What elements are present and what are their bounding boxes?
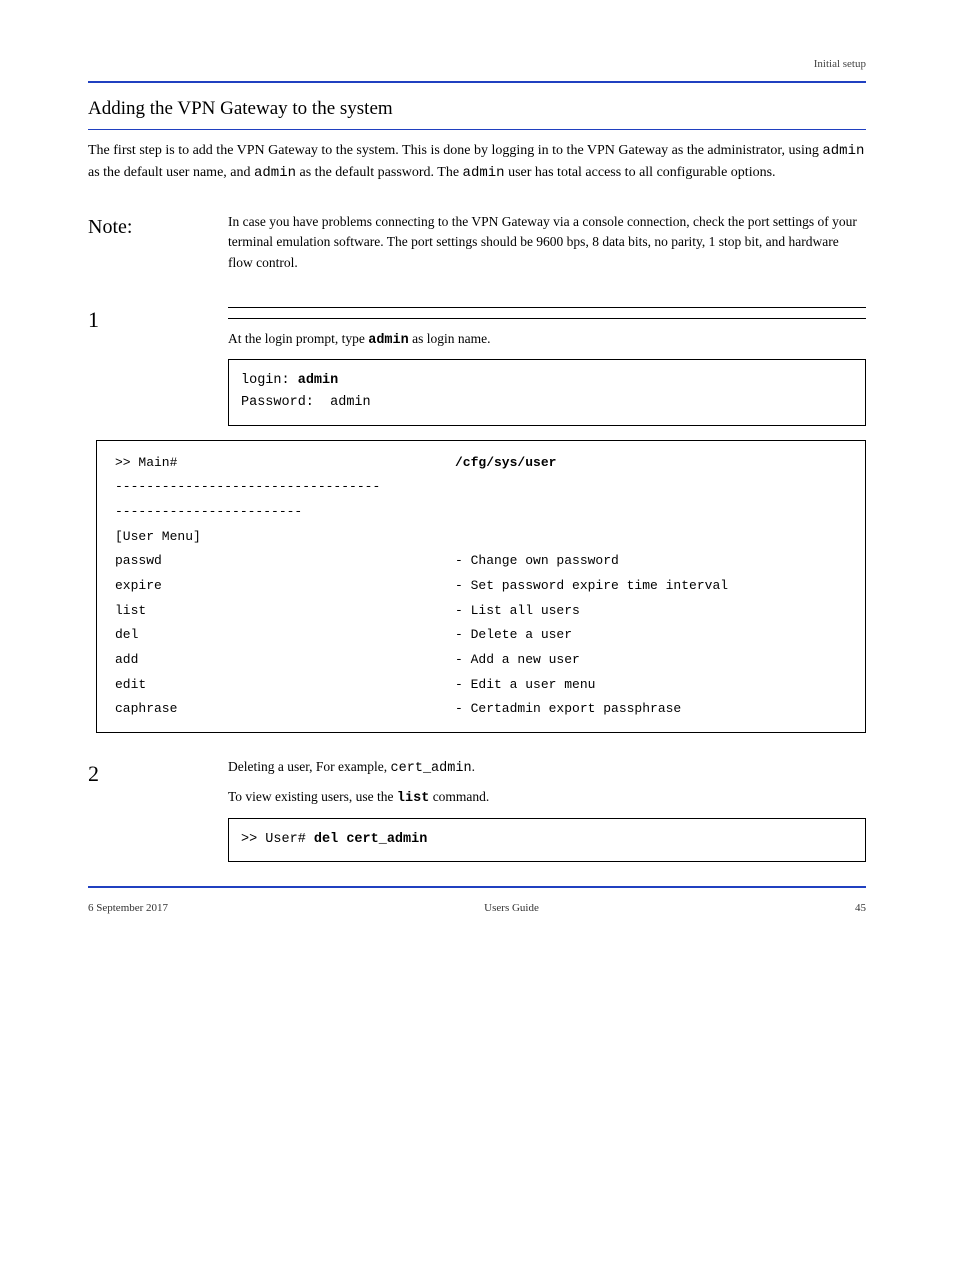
menu-row-4-r: - Add a new user (455, 648, 580, 673)
menu-row-0: passwd- Change own password (115, 549, 853, 574)
menu-path: /cfg/sys/user (455, 451, 556, 476)
step2a-code: cert_admin (391, 761, 472, 776)
step1-code: admin (368, 333, 409, 348)
step1-rule-bottom (228, 318, 866, 319)
menu-row-1: expire- Set password expire time interva… (115, 574, 853, 599)
footer-left: 6 September 2017 (88, 900, 168, 917)
rule-under-title (88, 129, 866, 130)
intro-paragraph: The first step is to add the VPN Gateway… (88, 140, 866, 184)
menu-row-3-r: - Delete a user (455, 623, 572, 648)
menu-row-0-r: - Change own password (455, 549, 619, 574)
menu-row-5-l: edit (115, 673, 455, 698)
section-title: Adding the VPN Gateway to the system (88, 95, 866, 124)
user-menu-terminal: >> Main# /cfg/sys/user -----------------… (96, 440, 866, 734)
intro-code-2: admin (463, 165, 505, 181)
footer-right: 45 (855, 900, 866, 917)
menu-row-2-r: - List all users (455, 599, 580, 624)
login-line2: Password: admin (241, 395, 371, 410)
intro-seg-2: as the default password. The (296, 165, 463, 180)
menu-row-4-l: add (115, 648, 455, 673)
menu-row-2: list- List all users (115, 599, 853, 624)
note-body: In case you have problems connecting to … (228, 212, 866, 279)
step1-text: At the login prompt, type admin as login… (228, 329, 866, 351)
step2b-seg-1: command. (429, 789, 489, 804)
intro-seg-1: as the default user name, and (88, 165, 254, 180)
menu-row-3: del- Delete a user (115, 623, 853, 648)
menu-row-3-l: del (115, 623, 455, 648)
step2a-seg-1: . (472, 759, 475, 774)
login-terminal: login: admin Password: admin (228, 359, 866, 426)
step-1: At the login prompt, type admin as login… (88, 303, 866, 426)
login-line1-cmd: admin (298, 373, 339, 388)
intro-seg-3: user has total access to all configurabl… (505, 165, 776, 180)
login-line1-prefix: login: (241, 373, 298, 388)
menu-row-0-l: passwd (115, 549, 455, 574)
step1-rule-top (228, 307, 866, 308)
del-prefix: >> User# (241, 832, 314, 847)
step2-text-1: Deleting a user, For example, cert_admin… (228, 757, 866, 779)
step-2: Deleting a user, For example, cert_admin… (88, 757, 866, 862)
menu-row-6-r: - Certadmin export passphrase (455, 697, 681, 722)
del-terminal: >> User# del cert_admin (228, 818, 866, 862)
header-right: Initial setup (88, 56, 866, 73)
step1-seg-0: At the login prompt, type (228, 331, 368, 346)
menu-dashes-2: ------------------------ (115, 500, 853, 525)
del-cmd: del cert_admin (314, 832, 427, 847)
page-footer: 6 September 2017 Users Guide 45 (88, 886, 866, 917)
note-paragraph: In case you have problems connecting to … (228, 212, 866, 273)
step1-seg-1: as login name. (409, 331, 491, 346)
intro-code-1: admin (254, 165, 296, 181)
intro-code-0: admin (822, 143, 864, 159)
step2b-code: list (397, 791, 429, 806)
intro-seg-0: The first step is to add the VPN Gateway… (88, 143, 822, 158)
menu-row-6-l: caphrase (115, 697, 455, 722)
step2-text-2: To view existing users, use the list com… (228, 787, 866, 809)
note-label: Note: (88, 212, 228, 242)
rule-top (88, 81, 866, 83)
menu-row-6: caphrase- Certadmin export passphrase (115, 697, 853, 722)
step2b-seg-0: To view existing users, use the (228, 789, 397, 804)
note-block: Note: In case you have problems connecti… (88, 212, 866, 279)
step2a-seg-0: Deleting a user, For example, (228, 759, 391, 774)
menu-title: [User Menu] (115, 525, 853, 550)
menu-row-5-r: - Edit a user menu (455, 673, 595, 698)
menu-row-2-l: list (115, 599, 455, 624)
menu-row-1-l: expire (115, 574, 455, 599)
menu-row-1-r: - Set password expire time interval (455, 574, 728, 599)
menu-prompt: >> Main# (115, 451, 455, 476)
menu-row-4: add- Add a new user (115, 648, 853, 673)
footer-rule (88, 886, 866, 888)
footer-center: Users Guide (484, 900, 539, 917)
menu-dashes-1: ---------------------------------- (115, 475, 853, 500)
menu-row-5: edit- Edit a user menu (115, 673, 853, 698)
